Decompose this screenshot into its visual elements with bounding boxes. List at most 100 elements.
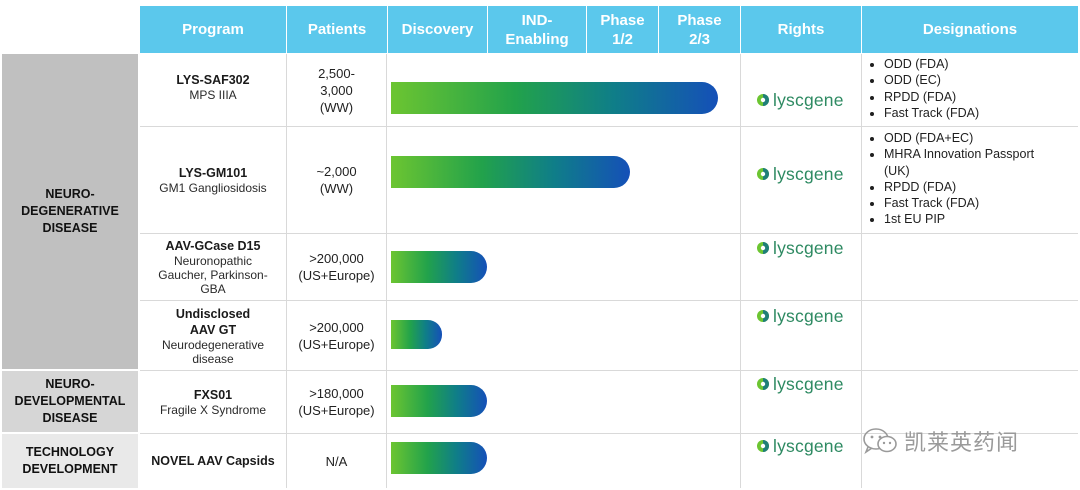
patients-cell: N/A (287, 434, 386, 488)
program-name: AAV-GCase D15 (165, 239, 261, 253)
program-indication: Neuronopathic (173, 254, 253, 268)
program-name-line2: AAV GT (189, 322, 237, 337)
progress-bar-lys-saf302 (391, 82, 718, 114)
progress-bar-lys-gm101 (391, 156, 630, 188)
designation-item: Fast Track (FDA) (884, 195, 1073, 211)
header-ind-enabling: IND- Enabling (487, 6, 586, 53)
category-line: DEGENERATIVE (21, 204, 119, 218)
program-name: LYS-SAF302 (176, 73, 250, 87)
header-ind-line2: Enabling (505, 30, 569, 48)
rights-logo: lyscgene (756, 305, 844, 327)
program-indication: Fragile X Syndrome (159, 403, 267, 417)
watermark-text: 凯莱英药闻 (904, 430, 1020, 455)
header-ind-line1: IND- (521, 11, 553, 29)
header-patients: Patients (286, 6, 387, 53)
header-designations: Designations (861, 6, 1078, 53)
header-discovery: Discovery (387, 6, 487, 53)
column-divider (286, 54, 287, 488)
patients-line: 3,000 (320, 82, 353, 98)
category-line: DISEASE (42, 221, 98, 235)
rights-logo: lyscgene (756, 237, 844, 259)
designations-cell: ODD (FDA+EC) MHRA Innovation Passport (U… (868, 130, 1073, 228)
lyscgene-logo-icon (757, 310, 769, 322)
progress-bar-undisclosed-aav-gt (391, 320, 442, 349)
rights-logo: lyscgene (756, 435, 844, 457)
patients-cell: >200,000 (US+Europe) (287, 234, 386, 300)
designation-item: 1st EU PIP (884, 211, 1073, 227)
row-divider (140, 433, 1078, 434)
program-name: Undisclosed (175, 306, 251, 321)
patients-line: ~2,000 (316, 164, 357, 179)
program-name: FXS01 (193, 388, 233, 402)
patients-line: >200,000 (309, 251, 364, 266)
column-divider (386, 54, 387, 488)
designations-cell: ODD (FDA) ODD (EC) RPDD (FDA) Fast Track… (868, 56, 1073, 121)
patients-cell: >200,000 (US+Europe) (287, 301, 386, 370)
designation-item: (UK) (884, 163, 910, 178)
program-indication: Neurodegenerative (161, 337, 265, 352)
category-line: NEURO- (45, 187, 95, 201)
patients-line: (WW) (319, 99, 354, 115)
patients-line: (US+Europe) (298, 403, 375, 418)
patients-cell: ~2,000 (WW) (287, 127, 386, 233)
program-indication: GBA (200, 282, 226, 296)
rights-logo: lyscgene (756, 163, 844, 185)
header-program: Program (140, 6, 286, 53)
lyscgene-logo-icon (757, 242, 769, 254)
patients-line: 2,500- (318, 65, 355, 81)
designation-item: ODD (FDA) (884, 56, 1073, 72)
rights-logo: lyscgene (756, 373, 844, 395)
designation-item: ODD (FDA+EC) (884, 130, 1073, 146)
lyscgene-logo-icon (757, 94, 769, 106)
column-divider (861, 54, 862, 488)
program-cell-undisclosed-aav-gt: Undisclosed AAV GT Neurodegenerative dis… (140, 301, 286, 370)
rights-logo: lyscgene (756, 89, 844, 111)
rights-text: lyscgene (773, 435, 844, 456)
header-rights: Rights (740, 6, 861, 53)
designation-item: RPDD (FDA) (884, 89, 1073, 105)
patients-line: >200,000 (309, 319, 364, 335)
category-neuro-degenerative: NEURO- DEGENERATIVE DISEASE (2, 54, 138, 369)
designation-item: RPDD (FDA) (884, 179, 1073, 195)
header-phase12-line2: 1/2 (612, 30, 633, 48)
header-phase23-line1: Phase (677, 11, 722, 29)
rights-text: lyscgene (773, 305, 844, 326)
progress-bar-fxs01 (391, 385, 487, 417)
header-phase12-line1: Phase (600, 11, 645, 29)
designation-item: ODD (EC) (884, 72, 1073, 88)
rights-text: lyscgene (773, 373, 844, 394)
rights-text: lyscgene (773, 163, 844, 184)
patients-line: (US+Europe) (298, 268, 375, 283)
row-divider (140, 370, 1078, 371)
program-indication: GM1 Gangliosidosis (159, 181, 267, 195)
program-cell-aav-gcase-d15: AAV-GCase D15 Neuronopathic Gaucher, Par… (140, 234, 286, 300)
category-line: DEVELOPMENT (22, 462, 118, 476)
wechat-icon (863, 428, 897, 455)
program-cell-novel-aav-capsids: NOVEL AAV Capsids (140, 434, 286, 488)
patients-cell: 2,500- 3,000 (WW) (287, 62, 386, 118)
progress-bar-aav-gcase-d15 (391, 251, 487, 283)
rights-text: lyscgene (773, 89, 844, 110)
program-cell-lys-saf302: LYS-SAF302 MPS IIIA (140, 54, 286, 126)
header-phase23-line2: 2/3 (689, 30, 710, 48)
designation-item: MHRA Innovation Passport (884, 146, 1073, 162)
program-name: NOVEL AAV Capsids (151, 454, 275, 468)
category-technology-development: TECHNOLOGY DEVELOPMENT (2, 434, 138, 488)
rights-text: lyscgene (773, 237, 844, 258)
program-name: LYS-GM101 (178, 166, 248, 180)
header-blank (2, 6, 138, 53)
row-divider (140, 233, 1078, 234)
patients-line: (WW) (319, 181, 354, 196)
patients-cell: >180,000 (US+Europe) (287, 371, 386, 433)
designation-item: Fast Track (FDA) (884, 105, 1073, 121)
patients-line: >180,000 (309, 386, 364, 401)
program-indication: Gaucher, Parkinson- (158, 268, 268, 282)
lyscgene-logo-icon (757, 440, 769, 452)
category-line: NEURO- (45, 377, 95, 391)
category-line: DEVELOPMENTAL (14, 394, 126, 408)
row-divider (140, 126, 1078, 127)
progress-bar-novel-aav-capsids (391, 442, 487, 474)
program-cell-lys-gm101: LYS-GM101 GM1 Gangliosidosis (140, 127, 286, 233)
row-divider (140, 300, 1078, 301)
patients-line: N/A (325, 453, 348, 469)
